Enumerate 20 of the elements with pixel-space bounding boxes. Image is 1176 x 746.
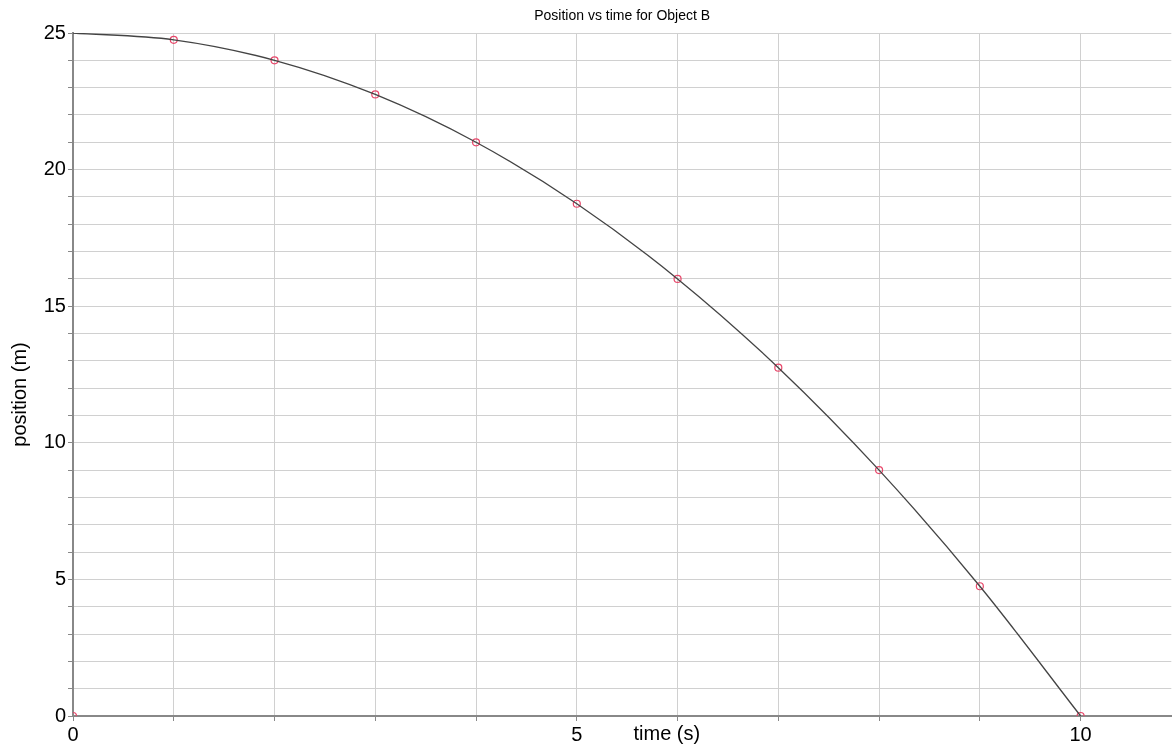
y-tick-label: 0: [54, 703, 66, 726]
y-tick-label: 5: [54, 566, 66, 589]
point: [471, 138, 481, 147]
point: [371, 90, 380, 99]
chart-title: Position vs time for Object B: [534, 6, 711, 23]
y-tick-label: 20: [43, 157, 66, 180]
point: [874, 466, 884, 475]
y-tick-label: 25: [43, 20, 66, 43]
point: [975, 582, 984, 591]
point: [774, 363, 783, 372]
x-tick-label: 10: [1069, 722, 1092, 745]
point: [673, 274, 682, 283]
point: [270, 56, 279, 65]
point: [572, 199, 581, 208]
x-tick-label: 5: [571, 722, 583, 745]
point: [169, 35, 178, 44]
x-axis-title: time (s): [633, 721, 701, 744]
y-axis-title: position (m): [7, 342, 30, 447]
y-tick-label: 15: [43, 293, 66, 316]
y-tick-label: 10: [43, 430, 66, 453]
